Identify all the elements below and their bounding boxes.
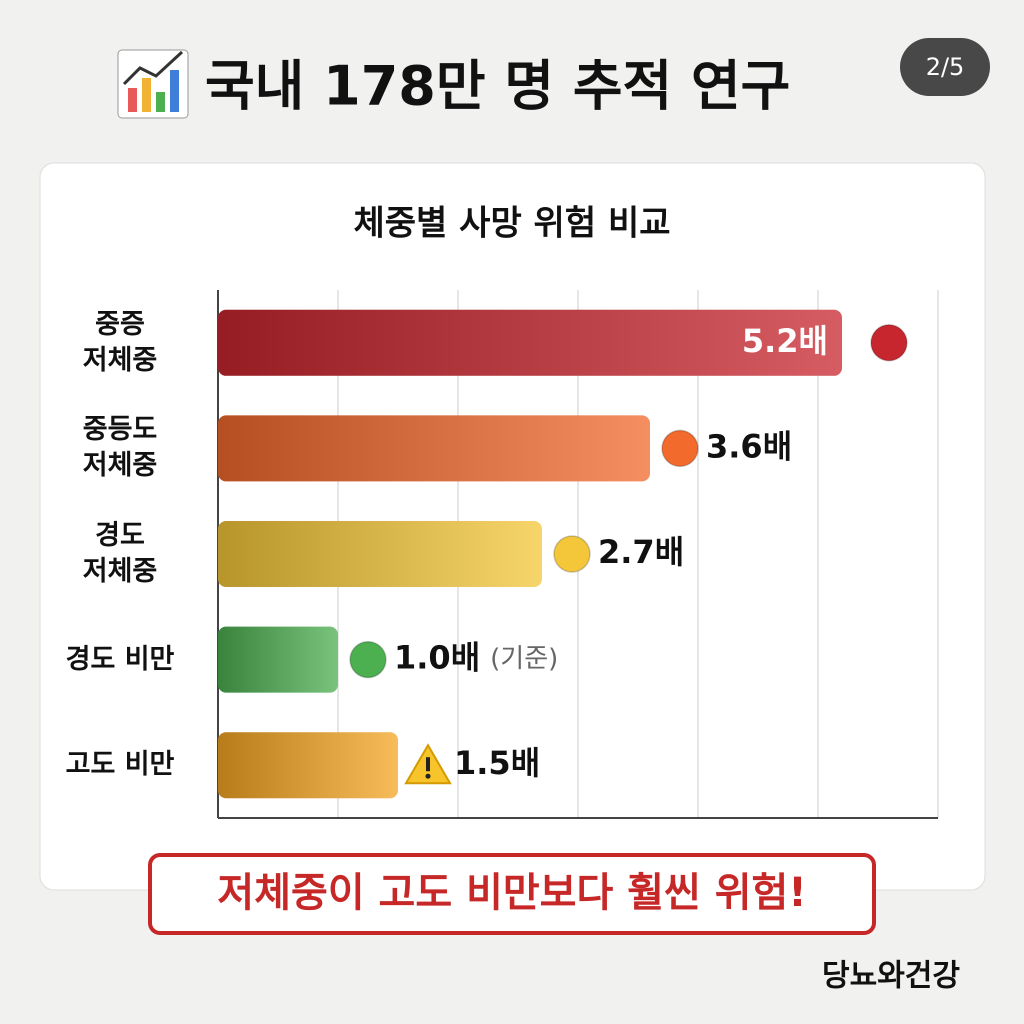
y-tick-label: 고도 비만	[65, 749, 175, 781]
bar-shade	[218, 415, 650, 482]
value-label: 1.5배	[454, 744, 540, 782]
bar-shade	[218, 732, 398, 799]
callout: 저체중이 고도 비만보다 훨씬 위험!	[217, 870, 806, 916]
callout-box	[148, 853, 876, 935]
marker-warning-mark	[426, 757, 430, 772]
brand: 당뇨와건강	[822, 959, 960, 994]
value-label: 2.7배	[598, 533, 684, 571]
page-title: 국내 178만 명 추적 연구	[205, 55, 790, 118]
bar-shade	[218, 521, 542, 587]
marker	[553, 535, 591, 573]
marker	[661, 429, 699, 468]
bar-shade	[218, 626, 338, 693]
y-tick-label: 경도 비만	[65, 643, 175, 675]
marker-warning-dot	[425, 773, 431, 779]
title-icon	[117, 49, 189, 119]
value-label: 1.0배	[394, 639, 480, 677]
page-badge: 2/5	[926, 53, 965, 81]
chart-title: 체중별 사망 위험 비교	[353, 204, 670, 244]
y-tick-label: 경도 저체중	[82, 520, 158, 587]
y-tick-label: 중등도 저체중	[82, 414, 158, 482]
value-label: 5.2배	[742, 322, 828, 360]
value-note: (기준)	[490, 644, 558, 674]
page-badge-bg	[900, 38, 990, 96]
marker	[349, 640, 387, 679]
bar-shade	[218, 309, 842, 376]
plot: 5.2배 3.6배 2.7배 1.0배 (기준) 1.5배	[217, 290, 939, 819]
value-label: 3.6배	[706, 427, 792, 465]
y-tick-label: 중증 저체중	[82, 308, 158, 376]
marker	[870, 324, 908, 362]
